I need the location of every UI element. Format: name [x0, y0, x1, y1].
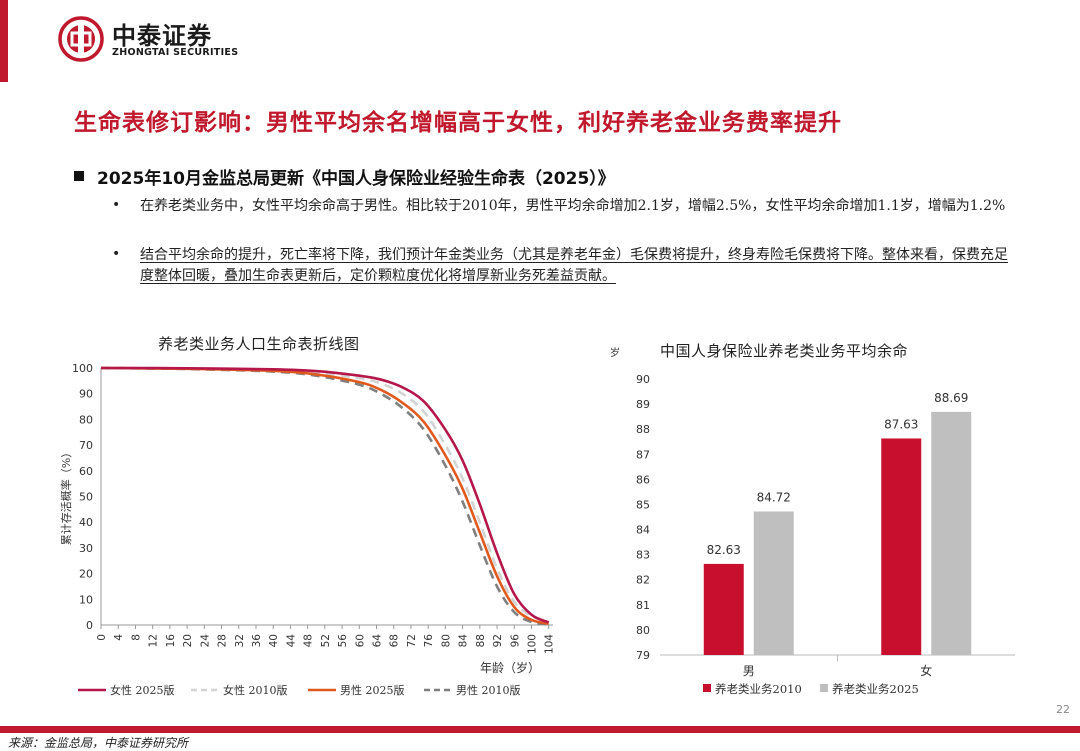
line-chart-x-tick-label: 0 [96, 634, 108, 641]
zhongtai-logo-icon [58, 16, 104, 62]
line-legend-label: 女性 2025版 [110, 683, 175, 697]
line-chart-x-tick-label: 40 [268, 634, 280, 647]
line-chart-y-tick-label: 20 [79, 568, 93, 581]
line-chart-x-tick-label: 8 [130, 634, 142, 641]
line-chart-x-tick-label: 20 [182, 634, 194, 647]
bar-2010-1 [703, 563, 744, 655]
line-series-4 [100, 366, 549, 626]
line-chart-x-tick-label: 32 [234, 634, 246, 647]
square-bullet-icon [74, 171, 84, 181]
bar-legend-label: 养老类业务2025 [832, 682, 919, 696]
source-note: 来源：金监总局，中泰证券研究所 [8, 736, 189, 750]
line-chart-y-axis-label: 累计存活概率（%） [59, 447, 73, 545]
page-number: 22 [1056, 703, 1070, 716]
line-chart-x-tick-label: 96 [509, 634, 521, 648]
bar-legend-swatch [820, 684, 828, 692]
sub-bullet-2-text: 结合平均余命的提升，死亡率将下降，我们预计年金类业务（尤其是养老年金）毛保费将提… [140, 247, 1008, 284]
line-chart-x-tick-label: 12 [148, 634, 160, 647]
bar-data-label: 82.63 [707, 543, 741, 557]
line-chart-y-tick-label: 70 [79, 439, 93, 452]
bullet-dot-icon: • [112, 197, 121, 213]
footer-bar [0, 726, 1080, 733]
bar-chart-y-tick-label: 90 [636, 373, 650, 386]
bar-chart-y-tick-label: 87 [636, 448, 650, 461]
line-chart-y-tick-label: 30 [79, 542, 93, 555]
line-chart-x-axis-label: 年龄（岁） [480, 660, 540, 675]
bar-data-label: 87.63 [884, 417, 918, 431]
bar-chart-y-tick-label: 84 [636, 524, 650, 537]
line-chart-x-tick-label: 100 [526, 634, 538, 654]
line-chart-title: 养老类业务人口生命表折线图 [158, 335, 360, 353]
line-chart-y-tick-label: 40 [79, 516, 93, 529]
bar-chart-y-tick-label: 83 [636, 549, 650, 562]
bar-chart-y-tick-label: 80 [636, 624, 650, 637]
line-chart-x-tick-label: 16 [165, 634, 177, 648]
line-chart-x-tick-label: 28 [217, 634, 229, 647]
line-chart-y-tick-label: 60 [79, 465, 93, 478]
line-chart-x-tick-label: 4 [113, 634, 125, 641]
line-chart-x-tick-label: 52 [320, 634, 332, 647]
bar-chart-y-tick-label: 81 [636, 599, 650, 612]
bar-2025-1 [753, 511, 794, 655]
bar-chart-y-axis-label: 岁 [610, 346, 620, 359]
bar-chart-y-tick-label: 85 [636, 498, 650, 511]
line-chart-x-tick-label: 88 [475, 634, 487, 647]
line-chart-x-tick-label: 76 [423, 634, 435, 648]
sub-bullet-1-text: 在养老类业务中，女性平均余命高于男性。相比较于2010年，男性平均余命增加2.1… [140, 198, 1006, 214]
bar-chart-category-label: 女 [920, 663, 932, 678]
line-chart-x-tick-label: 56 [337, 634, 349, 648]
brand-strip [0, 0, 8, 82]
line-series-2 [100, 366, 550, 623]
line-chart-y-tick-label: 10 [79, 593, 93, 606]
line-chart-y-tick-label: 0 [86, 619, 93, 632]
line-chart-x-tick-label: 104 [544, 634, 556, 654]
page-title: 生命表修订影响：男性平均余名增幅高于女性，利好养老金业务费率提升 [74, 109, 842, 136]
line-chart-y-tick-label: 80 [79, 413, 93, 426]
bullet-dot-icon: • [112, 246, 121, 262]
line-chart-x-tick-label: 92 [492, 634, 504, 647]
line-chart-y-tick-label: 50 [79, 491, 93, 504]
bar-legend-label: 养老类业务2010 [715, 682, 802, 696]
line-chart-x-tick-label: 68 [389, 634, 401, 647]
bar-2010-2 [881, 438, 922, 655]
bar-legend-swatch [703, 684, 711, 692]
line-legend-label: 男性 2010版 [456, 683, 521, 697]
line-series-3 [100, 366, 549, 625]
line-series-1 [100, 366, 550, 624]
brand-name-en: ZHONGTAI SECURITIES [112, 47, 239, 58]
line-chart-x-tick-label: 44 [285, 634, 297, 648]
brand-name-cn: 中泰证券 [112, 22, 212, 50]
main-bullet-heading: 2025年10月金监总局更新《中国人身保险业经验生命表（2025）》 [97, 169, 615, 189]
bar-chart-y-tick-label: 82 [636, 574, 650, 587]
line-chart-x-tick-label: 48 [303, 634, 315, 647]
bar-data-label: 88.69 [934, 391, 968, 405]
line-chart-x-tick-label: 36 [251, 634, 263, 648]
bar-chart-y-tick-label: 89 [636, 398, 650, 411]
bar-chart-y-tick-label: 86 [636, 473, 650, 486]
bar-data-label: 84.72 [757, 490, 791, 504]
line-chart-x-tick-label: 84 [458, 634, 470, 648]
bar-chart-y-tick-label: 88 [636, 423, 650, 436]
line-chart-x-tick-label: 60 [354, 634, 366, 647]
bar-chart-title: 中国人身保险业养老类业务平均余命 [660, 342, 909, 360]
line-legend-label: 女性 2010版 [223, 683, 288, 697]
line-chart-y-tick-label: 100 [72, 362, 93, 375]
line-chart-x-tick-label: 80 [440, 634, 452, 647]
bar-chart-category-label: 男 [743, 664, 755, 678]
line-chart-x-tick-label: 24 [199, 634, 211, 648]
line-chart-y-tick-label: 90 [79, 388, 93, 401]
line-chart-x-tick-label: 64 [372, 634, 384, 648]
line-chart-x-tick-label: 72 [406, 634, 418, 647]
line-legend-label: 男性 2025版 [340, 683, 405, 697]
bar-2025-2 [931, 411, 972, 655]
bar-chart-y-tick-label: 79 [636, 649, 650, 662]
